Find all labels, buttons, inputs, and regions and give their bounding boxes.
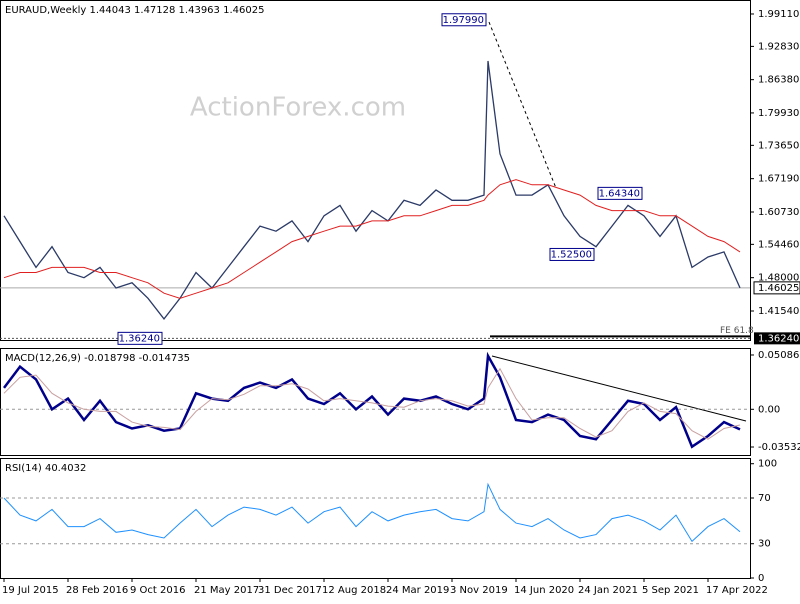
level-label: 1.36240 (758, 333, 799, 344)
y-tick-label: 100 (758, 459, 777, 470)
y-tick-label: 70 (758, 493, 771, 504)
watermark: ActionForex.com (190, 93, 406, 123)
series-line (3, 367, 741, 440)
annotation-label: 1.36240 (119, 333, 160, 344)
x-tick-label: 24 Jan 2021 (578, 585, 638, 596)
x-tick-label: 28 Feb 2016 (66, 585, 128, 596)
level-box (754, 332, 800, 345)
x-tick-label: 5 Sep 2021 (642, 585, 699, 596)
y-tick-label: 0.00 (758, 404, 780, 415)
current-price-label: 1.46025 (758, 283, 799, 294)
y-tick-label: 1.67190 (758, 174, 799, 185)
annotation-label: 1.52500 (551, 249, 592, 260)
macd-trend-line (491, 355, 747, 422)
annotation-label: 1.97990 (443, 15, 484, 26)
annotation-box (441, 13, 487, 27)
x-tick-label: 21 May 2017 (194, 585, 259, 596)
x-tick-label: 3 Nov 2019 (450, 585, 508, 596)
series-line (3, 60, 741, 320)
annotation-label: 1.64340 (599, 188, 640, 199)
y-tick-label: 1.73650 (758, 140, 799, 151)
y-tick-label: 1.60730 (758, 207, 799, 218)
annotation-box (549, 247, 595, 261)
y-tick-label: 1.41540 (758, 306, 799, 317)
series-line (3, 179, 741, 299)
panel-title: RSI(14) 40.4032 (5, 463, 86, 474)
y-tick-label: 1.86380 (758, 75, 799, 86)
panel-frame (0, 458, 751, 579)
panel-frame (0, 0, 751, 341)
y-tick-label: 1.54460 (758, 239, 799, 250)
series-line (3, 351, 741, 449)
y-tick-label: 0 (758, 573, 764, 584)
x-tick-label: 9 Oct 2016 (130, 585, 185, 596)
y-tick-label: -0.035322 (758, 442, 800, 453)
current-price-box (753, 281, 800, 295)
x-tick-label: 19 Jul 2015 (2, 585, 59, 596)
x-tick-label: 14 Jun 2020 (514, 585, 574, 596)
x-tick-label: 12 Aug 2018 (322, 585, 386, 596)
y-tick-label: 30 (758, 539, 771, 550)
panel-title: EURAUD,Weekly 1.44043 1.47128 1.43963 1.… (5, 5, 264, 16)
y-tick-label: 1.79930 (758, 108, 799, 119)
x-tick-label: 31 Dec 2017 (258, 585, 322, 596)
y-tick-label: 1.99110 (758, 9, 799, 20)
panel-title: MACD(12,26,9) -0.018798 -0.014735 (5, 353, 190, 364)
x-tick-label: 24 Mar 2019 (386, 585, 449, 596)
y-tick-label: 0.050863 (758, 350, 800, 361)
y-tick-label: 1.48000 (758, 273, 799, 284)
series-line (3, 482, 741, 543)
annotation-box (597, 186, 643, 200)
y-tick-label: 1.92830 (758, 41, 799, 52)
x-tick-label: 17 Apr 2022 (706, 585, 768, 596)
annotation-box (117, 331, 163, 345)
panel-frame (0, 348, 751, 456)
level-note: FE 61.8 (720, 326, 754, 336)
